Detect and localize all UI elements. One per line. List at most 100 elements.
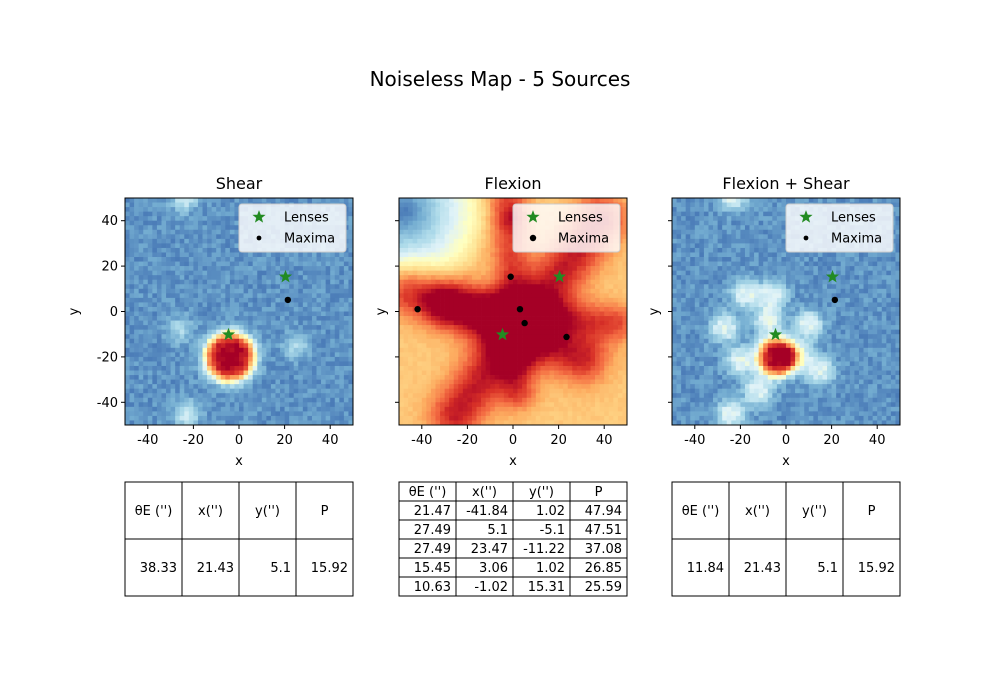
heatmap-cell	[216, 334, 222, 340]
heatmap-cell	[462, 370, 468, 376]
heatmap-cell	[129, 261, 135, 267]
heatmap-cell	[572, 306, 578, 312]
heatmap-cell	[284, 288, 290, 294]
heatmap-cell	[248, 375, 254, 380]
heatmap-cell	[449, 270, 455, 276]
heatmap-cell	[161, 325, 167, 331]
heatmap-cell	[257, 270, 263, 276]
heatmap-cell	[202, 334, 208, 340]
heatmap-cell	[581, 356, 587, 362]
heatmap-cell	[261, 420, 267, 425]
heatmap-cell	[449, 288, 455, 294]
heatmap-cell	[193, 420, 199, 425]
heatmap-cell	[526, 347, 532, 353]
heatmap-cell	[467, 347, 473, 353]
heatmap-cell	[430, 202, 436, 208]
heatmap-cell	[252, 293, 258, 299]
heatmap-cell	[211, 243, 217, 249]
heatmap-cell	[147, 393, 153, 399]
heatmap-cell	[535, 261, 541, 267]
heatmap-cell	[321, 393, 326, 399]
heatmap-cell	[421, 257, 427, 262]
heatmap-cell	[549, 302, 555, 308]
heatmap-cell	[343, 415, 349, 421]
heatmap-cell	[485, 329, 491, 335]
heatmap-cell	[435, 229, 441, 235]
heatmap-cell	[535, 275, 541, 281]
heatmap-cell	[129, 211, 135, 217]
heatmap-cell	[220, 261, 226, 267]
heatmap-cell	[216, 302, 222, 308]
heatmap-cell	[179, 220, 185, 226]
heatmap-cell	[508, 247, 514, 253]
heatmap-cell	[211, 275, 217, 281]
heatmap-cell	[412, 361, 418, 367]
heatmap-cell	[321, 316, 326, 321]
heatmap-cell	[467, 216, 473, 222]
heatmap-cell	[343, 347, 349, 353]
heatmap-cell	[184, 343, 190, 349]
heatmap-cell	[585, 320, 591, 326]
heatmap-cell	[156, 216, 162, 222]
heatmap-cell	[330, 198, 336, 203]
heatmap-cell	[325, 397, 331, 403]
heatmap-cell	[517, 347, 523, 353]
heatmap-cell	[494, 261, 500, 267]
heatmap-cell	[462, 311, 468, 317]
heatmap-cell	[608, 284, 614, 290]
heatmap-cell	[143, 311, 149, 317]
heatmap-cell	[517, 311, 523, 317]
heatmap-cell	[307, 361, 313, 367]
heatmap-cell	[558, 406, 564, 412]
heatmap-cell	[608, 384, 614, 390]
heatmap-cell	[503, 320, 509, 326]
heatmap-cell	[311, 279, 317, 285]
heatmap-cell	[197, 402, 203, 408]
heatmap-cell	[220, 229, 226, 235]
heatmap-cell	[207, 202, 212, 208]
heatmap-cell	[170, 411, 176, 417]
heatmap-cell	[289, 275, 295, 281]
heatmap-cell	[458, 284, 464, 290]
heatmap-cell	[608, 379, 614, 385]
heatmap-cell	[595, 297, 600, 303]
heatmap-cell	[567, 325, 573, 331]
heatmap-cell	[193, 288, 199, 294]
heatmap-cell	[138, 384, 144, 390]
heatmap-cell	[453, 320, 459, 326]
heatmap-cell	[599, 311, 605, 317]
heatmap-cell	[490, 365, 496, 371]
heatmap-cell	[325, 270, 331, 276]
heatmap-cell	[325, 329, 331, 335]
heatmap-cell	[188, 402, 194, 408]
heatmap-cell	[558, 257, 564, 262]
heatmap-cell	[334, 329, 340, 335]
heatmap-cell	[435, 379, 441, 385]
heatmap-cell	[595, 338, 600, 344]
heatmap-cell	[229, 329, 235, 335]
heatmap-cell	[325, 361, 331, 367]
heatmap-cell	[471, 216, 477, 222]
heatmap-cell	[471, 384, 477, 390]
heatmap-cell	[152, 220, 158, 226]
heatmap-cell	[585, 275, 591, 281]
heatmap-cell	[293, 347, 299, 353]
heatmap-cell	[266, 316, 272, 321]
heatmap-cell	[129, 279, 135, 285]
heatmap-cell	[590, 384, 596, 390]
heatmap-cell	[207, 261, 212, 267]
heatmap-cell	[449, 379, 455, 385]
heatmap-cell	[261, 393, 267, 399]
heatmap-cell	[152, 338, 158, 344]
heatmap-cell	[321, 297, 326, 303]
heatmap-cell	[280, 388, 285, 394]
heatmap-cell	[184, 247, 190, 253]
heatmap-cell	[343, 420, 349, 425]
heatmap-cell	[261, 379, 267, 385]
heatmap-cell	[549, 411, 555, 417]
heatmap-cell	[608, 279, 614, 285]
heatmap-cell	[197, 247, 203, 253]
heatmap-cell	[399, 261, 404, 267]
heatmap-cell	[544, 361, 550, 367]
heatmap-cell	[458, 252, 464, 258]
